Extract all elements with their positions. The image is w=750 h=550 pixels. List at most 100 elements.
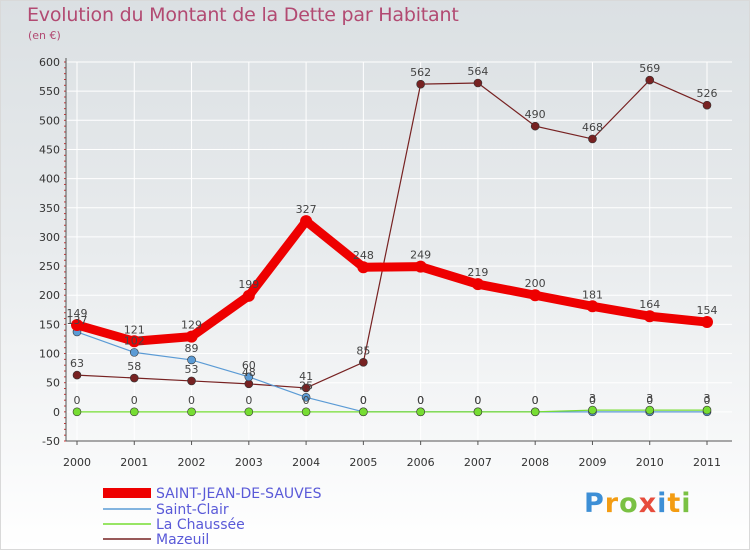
point-2-2006: [416, 407, 425, 417]
data-label-0-2011: 154: [697, 304, 718, 317]
point-0-2003: [242, 289, 255, 302]
point-2-2010: [645, 405, 655, 415]
data-label-3-2005: 85: [356, 344, 370, 357]
data-label-1-2008: 0: [532, 394, 539, 407]
y-tick-label: 250: [39, 260, 60, 273]
data-label-2-2006: 0: [417, 394, 424, 407]
point-1-2004: [301, 392, 311, 402]
data-label-0-2008: 200: [525, 277, 546, 290]
data-label-0-2002: 129: [181, 319, 202, 332]
point-3-2001: [129, 373, 139, 383]
proxiti-logo: Proxiti: [584, 488, 692, 519]
point-2-2000: [72, 407, 82, 417]
x-tick-label: 2001: [120, 456, 148, 469]
y-tick-label: 200: [39, 289, 60, 302]
point-2-2009: [588, 405, 597, 415]
data-label-3-2000: 63: [70, 357, 84, 370]
point-0-2009: [586, 300, 599, 313]
point-2-2007: [473, 407, 483, 417]
y-tick-label: -50: [42, 435, 60, 448]
data-label-3-2010: 569: [639, 62, 660, 75]
point-2-2011: [702, 405, 712, 415]
data-label-3-2004: 41: [299, 370, 313, 383]
series-line-3: [76, 79, 708, 389]
data-label-3-2007: 564: [467, 65, 488, 78]
data-label-2-2007: 0: [474, 394, 481, 407]
y-tick-label: 150: [39, 318, 60, 331]
data-label-3-2009: 468: [582, 121, 603, 134]
data-label-2-2011: 3: [704, 392, 711, 405]
point-3-2004: [301, 383, 311, 393]
data-label-0-2001: 121: [124, 323, 145, 336]
data-label-2-2000: 0: [74, 394, 81, 407]
point-2-2004: [301, 407, 311, 417]
data-label-1-2007: 0: [474, 394, 481, 407]
data-label-2-2009: 3: [589, 392, 596, 405]
data-label-2-2008: 0: [532, 394, 539, 407]
x-tick-label: 2010: [636, 456, 664, 469]
point-0-2002: [185, 330, 198, 343]
x-tick-label: 2002: [178, 456, 206, 469]
y-tick-label: 550: [39, 85, 60, 98]
data-label-3-2003: 48: [242, 366, 256, 379]
point-0-2011: [701, 316, 713, 329]
y-tick-label: 400: [39, 173, 60, 186]
data-label-0-2009: 181: [582, 288, 603, 301]
data-label-0-2007: 219: [467, 266, 488, 279]
x-tick-label: 2011: [693, 456, 721, 469]
logo-letter: i: [681, 488, 692, 519]
point-3-2009: [588, 134, 597, 144]
point-0-2004: [300, 215, 313, 228]
point-3-2006: [416, 79, 425, 89]
data-label-2-2002: 0: [188, 394, 195, 407]
data-label-2-2004: 0: [303, 394, 310, 407]
point-3-2002: [187, 376, 196, 386]
data-label-2-2003: 0: [245, 394, 252, 407]
legend-label-3: Mazeuil: [156, 532, 209, 548]
series-line-2: [76, 409, 708, 413]
point-2-2008: [530, 407, 540, 417]
point-1-2003: [244, 372, 254, 382]
y-tick-label: 50: [46, 377, 60, 390]
data-label-1-2001: 102: [124, 334, 145, 347]
y-tick-label: 0: [53, 406, 60, 419]
data-label-0-2006: 249: [410, 249, 431, 262]
data-label-3-2008: 490: [525, 108, 546, 121]
data-label-1-2011: 0: [704, 394, 711, 407]
data-label-1-2006: 0: [417, 394, 424, 407]
data-label-2-2010: 3: [646, 392, 653, 405]
point-0-2005: [357, 261, 370, 274]
point-3-2008: [530, 121, 540, 131]
point-3-2010: [645, 75, 655, 85]
point-2-2002: [187, 407, 196, 417]
point-3-2000: [72, 370, 82, 380]
data-label-3-2001: 58: [127, 360, 141, 373]
point-0-2006: [414, 260, 427, 273]
data-label-3-2002: 53: [185, 363, 199, 376]
series-line-0: [72, 216, 712, 346]
point-0-2007: [471, 278, 484, 291]
y-tick-label: 450: [39, 143, 60, 156]
data-label-0-2000: 149: [67, 307, 88, 320]
x-tick-label: 2007: [464, 456, 492, 469]
x-tick-label: 2000: [63, 456, 91, 469]
point-0-2010: [643, 310, 656, 323]
data-label-0-2010: 164: [639, 298, 660, 311]
x-tick-label: 2004: [292, 456, 320, 469]
x-tick-label: 2008: [521, 456, 549, 469]
y-tick-label: 100: [39, 348, 60, 361]
point-3-2007: [473, 78, 483, 88]
point-2-2005: [359, 407, 368, 417]
y-tick-label: 350: [39, 202, 60, 215]
point-2-2001: [129, 407, 139, 417]
point-2-2003: [244, 407, 254, 417]
point-0-2008: [529, 289, 542, 302]
logo-letter: P: [584, 488, 605, 519]
legend-label-2: La Chaussée: [156, 517, 245, 533]
data-label-1-2009: 0: [589, 394, 596, 407]
legend-label-0: SAINT-JEAN-DE-SAUVES: [156, 486, 322, 502]
data-label-3-2006: 562: [410, 66, 431, 79]
logo-letter: i: [657, 488, 668, 519]
